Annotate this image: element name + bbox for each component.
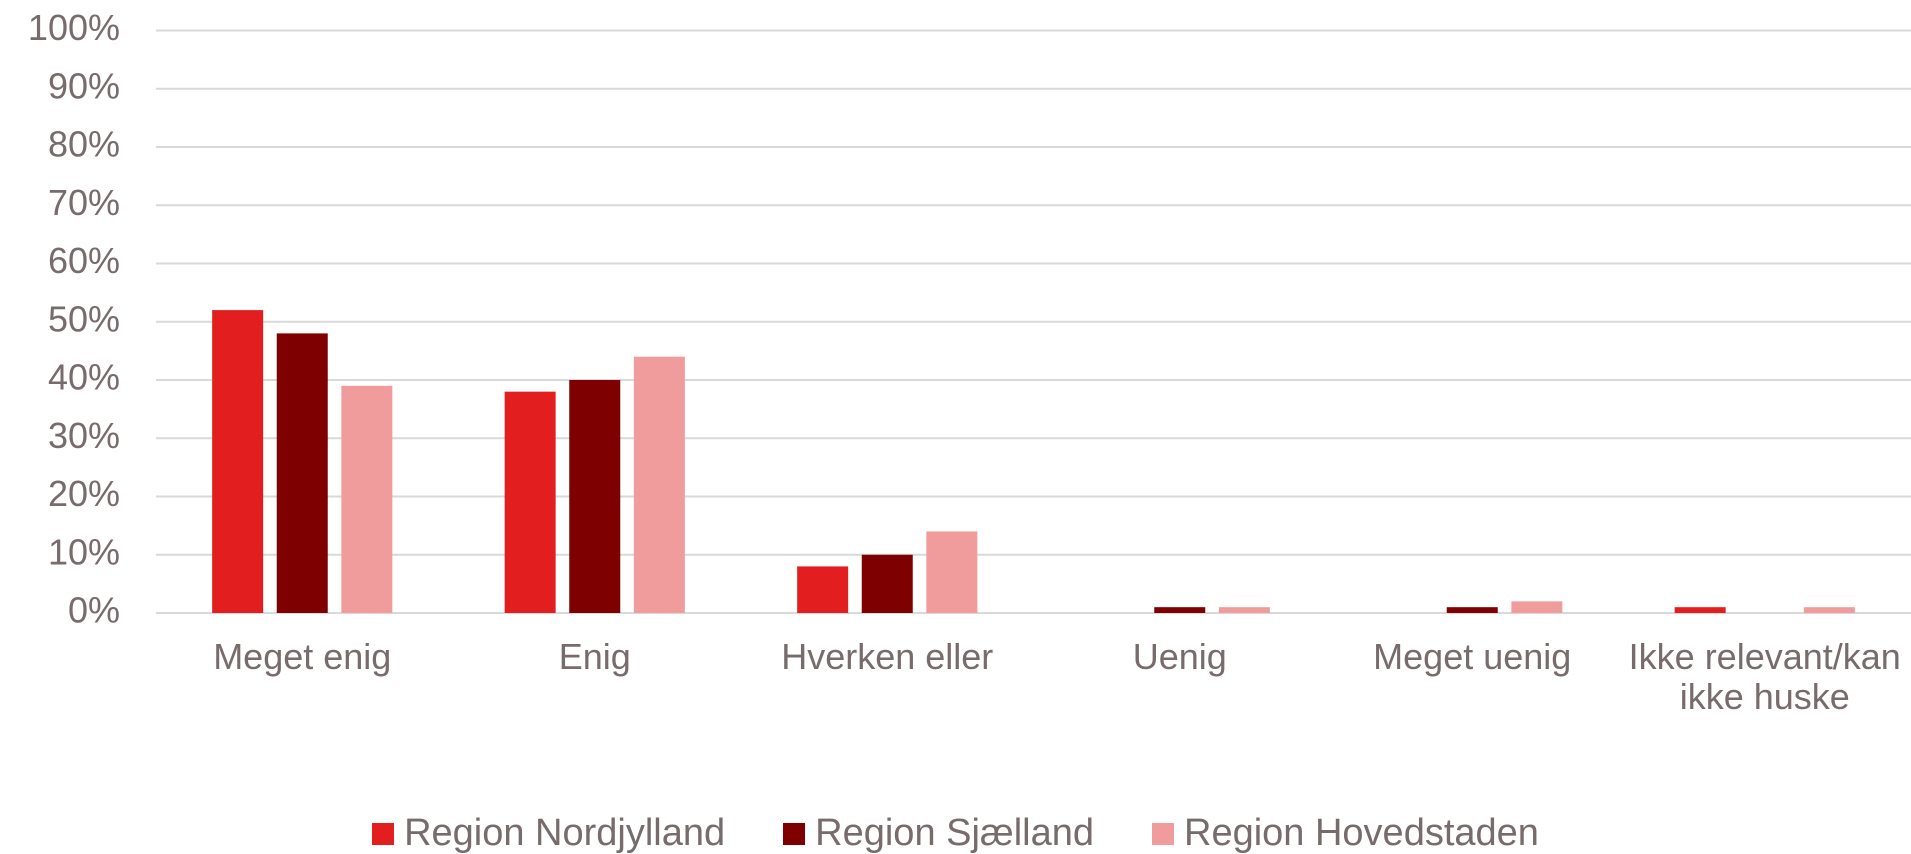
legend-label: Region Sjælland	[815, 812, 1094, 854]
y-tick-label: 100%	[28, 7, 120, 48]
bar	[633, 356, 685, 613]
bar	[341, 385, 393, 613]
y-tick-label: 90%	[48, 65, 120, 106]
legend: Region Nordjylland Region Sjælland Region …	[0, 812, 1911, 854]
bar	[1218, 607, 1270, 613]
bar	[1674, 607, 1726, 613]
bar	[926, 531, 978, 613]
legend-label: Region Nordjylland	[404, 812, 726, 854]
x-tick-label-box: Uenig	[1132, 637, 1227, 677]
y-tick-label: 40%	[48, 357, 120, 398]
y-tick-label: 60%	[48, 240, 120, 281]
y-tick-label: 80%	[48, 124, 120, 165]
x-tick-label-box: Enig	[558, 637, 631, 677]
bar	[797, 566, 849, 613]
bar	[569, 380, 621, 613]
x-tick-label: Enig	[558, 637, 631, 677]
y-tick-label: 30%	[48, 415, 120, 456]
y-tick-label: 70%	[48, 182, 120, 223]
x-tick-label: Meget enig	[213, 637, 392, 677]
x-tick-label: Uenig	[1132, 637, 1227, 677]
legend-swatch	[1152, 822, 1174, 845]
bar	[1446, 607, 1498, 613]
legend-item: Region Sjælland	[783, 812, 1094, 854]
y-tick-label: 10%	[48, 531, 120, 572]
x-tick-label: Ikke relevant/kan ikke huske	[1628, 637, 1901, 717]
y-tick-label: 0%	[68, 590, 120, 631]
x-tick-label: Hverken eller	[781, 637, 994, 677]
legend-item: Region Nordjylland	[372, 812, 725, 854]
bar	[1511, 601, 1563, 613]
legend-swatch	[372, 822, 395, 845]
bar	[504, 391, 556, 613]
bar	[861, 554, 913, 613]
bar	[1154, 607, 1206, 613]
y-tick-label: 20%	[48, 473, 120, 514]
x-tick-label: Meget uenig	[1373, 637, 1572, 677]
y-tick-label: 50%	[48, 298, 120, 339]
bar	[1803, 607, 1855, 613]
x-tick-label-box: Meget uenig	[1373, 637, 1572, 677]
legend-item: Region Hovedstaden	[1152, 812, 1539, 854]
x-tick-label-box: Ikke relevant/kan ikke huske	[1628, 637, 1901, 717]
bar	[276, 333, 328, 613]
x-tick-label-box: Meget enig	[213, 637, 392, 677]
x-tick-label-box: Hverken eller	[781, 637, 994, 677]
legend-label: Region Hovedstaden	[1184, 812, 1539, 854]
legend-swatch	[783, 822, 806, 845]
bar	[212, 310, 264, 613]
